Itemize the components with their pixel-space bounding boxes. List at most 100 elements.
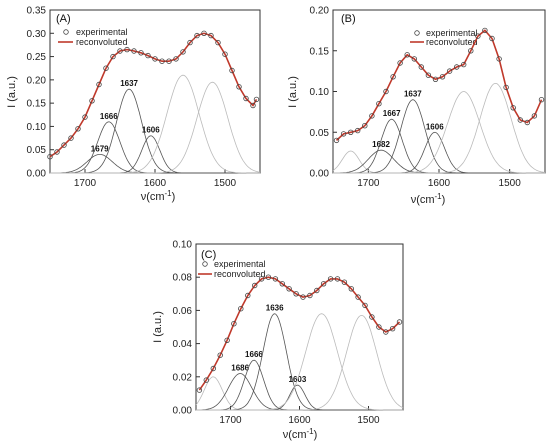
panel-a-experimental-point (110, 53, 116, 60)
panel-a-experimental-point (243, 95, 249, 102)
panel-b-experimental-point (496, 56, 502, 62)
panel-a-experimental-point (253, 96, 260, 103)
panel-a-experimental-point (173, 56, 179, 62)
panel-a-experimental-point (229, 67, 235, 74)
panel-b-label: (B) (341, 13, 356, 25)
panel-b-legend-reconvoluted: reconvoluted (426, 37, 478, 47)
panel-b-experimental-point (461, 61, 467, 68)
panel-b-experimental-point (333, 137, 340, 144)
panel-b-x-axis-label: ν(cm-1) (411, 192, 446, 206)
panel-a-experimental-point (96, 81, 102, 88)
panel-c-x-tick-label: 1500 (357, 415, 380, 426)
panel-b-legend-experimental-marker (414, 30, 420, 36)
panel-b-peak-label-1637: 1637 (404, 90, 422, 99)
panel-c-legend-reconvoluted: reconvoluted (214, 269, 266, 279)
panel-b-experimental-point (390, 74, 396, 80)
panel-c-component-curve (196, 314, 404, 411)
panel-b-experimental-point (489, 35, 495, 42)
panel-c-experimental-point (265, 274, 272, 280)
panel-a-y-tick-label: 0.25 (27, 52, 47, 63)
panel-a-legend-reconvoluted: reconvoluted (76, 37, 128, 47)
panel-c-experimental-point (217, 352, 223, 358)
panel-a-x-tick-label: 1600 (144, 178, 167, 189)
panel-a-y-tick-label: 0.10 (27, 122, 47, 133)
panel-b-experimental-point (503, 84, 509, 91)
panel-a-experimental-point (222, 51, 228, 57)
panel-a-x-axis-label-sup: -1 (165, 189, 173, 198)
panel-a-plot: 0.00 0.05 0.10 0.15 0.20 0.25 0.30 0.35 1700 1600… (27, 6, 261, 189)
panel-a-x-tick-label: 1700 (74, 178, 97, 189)
panel-a-experimental-point (250, 102, 256, 109)
panel-a-experimental-point (208, 32, 214, 39)
panel-b: (B) experimental reconvoluted 0.000.050.… (287, 6, 546, 206)
panel-a-y-tick-label: 0.05 (27, 145, 47, 156)
panel-b-x-axis-label-sup: -1 (435, 192, 443, 201)
panel-b-experimental-point (468, 48, 474, 54)
panel-c-peak-label-1636: 1636 (266, 304, 284, 313)
panel-c-experimental-point (293, 291, 299, 297)
panel-b-experimental-point (362, 122, 368, 129)
panel-c-experimental-point (348, 286, 354, 292)
panel-b-experimental-point (524, 119, 530, 126)
panel-a-legend-experimental: experimental (76, 27, 128, 37)
panel-c-component-curve (196, 313, 403, 411)
panel-b-x-tick-label: 1500 (499, 178, 522, 189)
panel-c-legend-experimental: experimental (214, 259, 266, 269)
panel-b-experimental-point (475, 33, 481, 39)
panel-a-y-tick-label: 0.20 (27, 75, 47, 86)
panel-c-experimental-point (272, 276, 279, 282)
panel-a-experimental-point (152, 56, 158, 62)
panel-c-experimental-point (389, 326, 396, 332)
panel-c-peak-label-1666: 1666 (245, 350, 263, 359)
panel-b-y-tick-label: 0.15 (310, 46, 330, 57)
panel-c-y-tick-label: 0.04 (173, 339, 193, 350)
panel-c-experimental-point (327, 276, 334, 282)
panel-a-x-axis-label-main: ν(cm (141, 191, 165, 203)
panel-c-experimental-point (286, 286, 292, 292)
panel-c-label: (C) (201, 249, 216, 261)
panel-a: (A) experimental reconvoluted 0.000.050.… (6, 6, 261, 203)
panel-a-experimental-point (103, 65, 109, 71)
panel-a-peak-label-1606: 1606 (142, 126, 160, 135)
panel-a-experimental-point (82, 114, 88, 120)
panel-a-experimental-point (166, 58, 172, 64)
panel-b-experimental-point (355, 127, 361, 134)
panel-c-legend-experimental-marker (202, 261, 208, 267)
panel-b-y-tick-label: 0.10 (310, 87, 330, 98)
panel-b-experimental-point (531, 113, 538, 119)
panel-c-experimental-point (314, 287, 320, 294)
panel-c-experimental-point (196, 387, 203, 393)
panel-a-x-axis-label-close: ) (172, 191, 176, 203)
panel-a-legend: experimental reconvoluted (58, 27, 128, 47)
panel-b-experimental-point (510, 105, 516, 111)
panel-c-experimental-point (383, 329, 389, 335)
panel-c-experimental-point (231, 321, 237, 327)
panel-a-x-axis-label: ν(cm-1) (141, 189, 176, 203)
panel-b-experimental-point (432, 76, 439, 82)
panel-c-x-axis-label-sup: -1 (307, 427, 315, 436)
panel-b-component-curve (333, 91, 545, 174)
panel-b-experimental-point (397, 60, 403, 66)
panel-a-experimental-point (54, 149, 60, 155)
panel-c-experimental-point (210, 365, 216, 372)
panel-c-experimental-point (376, 324, 382, 330)
panel-b-experimental-point (348, 129, 354, 135)
panel-c-experimental-point (203, 377, 209, 383)
panel-a-x-tick-label: 1500 (214, 178, 237, 189)
panel-b-experimental-point (482, 27, 488, 34)
panel-c-plot: 0.00 0.02 0.04 0.06 0.08 0.10 1700 1600 1500 1686… (173, 240, 404, 426)
panel-c-peak-label-1686: 1686 (231, 363, 249, 372)
panel-a-experimental-point (47, 153, 53, 160)
panel-c-x-axis-label-main: ν(cm (283, 429, 307, 441)
panel-c-experimental-point (258, 276, 265, 282)
panel-b-experimental-point (418, 64, 424, 70)
panel-b-experimental-point (404, 52, 410, 58)
panel-c-x-tick-label: 1600 (288, 415, 311, 426)
panel-b-experimental-point (446, 68, 453, 74)
panel-c-experimental-point (396, 319, 403, 325)
panel-a-experimental-point (75, 126, 81, 132)
panel-b-x-tick-label: 1600 (428, 178, 451, 189)
panel-b-legend-experimental: experimental (426, 28, 478, 38)
panel-c-component-curve (196, 313, 403, 411)
